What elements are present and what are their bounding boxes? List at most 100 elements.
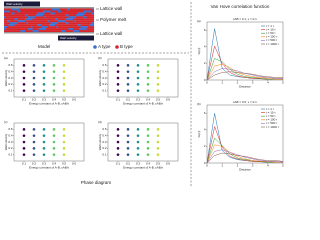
melt-cell — [65, 30, 68, 33]
line — [206, 152, 284, 164]
melt-cell — [38, 24, 41, 27]
lattice-wall — [4, 7, 94, 9]
melt-cell — [64, 8, 66, 11]
figure: Wall velocity Wall velocity Lattice wall… — [2, 1, 284, 187]
melt-cell — [56, 20, 59, 23]
melt-cell — [59, 14, 62, 17]
melt-cell — [35, 8, 38, 11]
melt-cell — [35, 12, 38, 15]
melt-cell — [16, 24, 18, 27]
melt-cell — [76, 14, 78, 17]
line — [206, 149, 284, 164]
velocity-bar — [4, 1, 40, 7]
point — [22, 70, 26, 73]
line — [206, 71, 283, 81]
melt-cell — [7, 12, 9, 15]
melt-cell — [28, 30, 30, 33]
melt-cell — [41, 28, 44, 31]
melt-cell — [41, 12, 44, 15]
melt-cell — [25, 22, 27, 25]
point — [156, 70, 160, 73]
melt-cell — [70, 20, 72, 23]
melt-cell — [40, 16, 42, 19]
melt-cell — [40, 30, 42, 33]
melt-cell — [59, 12, 62, 15]
melt-cell — [49, 12, 51, 15]
melt-cell — [56, 26, 59, 29]
x-tick-label: 2 — [237, 164, 239, 168]
melt-cell — [13, 28, 15, 31]
melt-cell — [70, 22, 72, 25]
melt-cell — [89, 20, 92, 23]
melt-cell — [23, 16, 26, 19]
x-tick-label: 4 — [267, 164, 269, 168]
point — [32, 76, 36, 80]
legend-label: t = 500 τ — [266, 121, 278, 125]
melt-cell — [82, 30, 84, 33]
point — [146, 89, 150, 92]
melt-cell — [65, 8, 68, 11]
melt-cell — [65, 24, 68, 27]
melt-cell — [86, 8, 89, 11]
point — [22, 83, 26, 86]
melt-cell — [85, 28, 87, 31]
melt-cell — [53, 20, 56, 23]
melt-cell — [10, 18, 12, 21]
melt-cell — [83, 26, 86, 29]
melt-cell — [64, 28, 66, 31]
melt-cell — [16, 14, 18, 17]
melt-cell — [4, 10, 6, 13]
melt-cell — [20, 24, 23, 27]
melt-cell — [82, 8, 84, 11]
melt-cell — [26, 26, 29, 29]
melt-cell — [19, 26, 21, 29]
melt-cell — [52, 14, 54, 17]
melt-cell — [28, 28, 30, 31]
legend-marker — [115, 45, 119, 49]
melt-cell — [46, 16, 48, 19]
melt-cell — [40, 20, 42, 23]
point — [136, 134, 140, 137]
melt-cell — [80, 10, 83, 13]
point — [52, 76, 56, 80]
melt-cell — [77, 8, 80, 11]
melt-cell — [55, 14, 57, 17]
melt-cell — [37, 20, 39, 23]
melt-cell — [64, 12, 66, 15]
melt-cell — [76, 20, 78, 23]
melt-cell — [31, 26, 33, 29]
melt-cell — [52, 10, 54, 13]
melt-cell — [7, 16, 9, 19]
melt-cell — [65, 26, 68, 29]
point — [42, 89, 46, 92]
point — [22, 140, 26, 144]
melt-cell — [85, 8, 87, 11]
melt-cell — [67, 30, 69, 33]
melt-cell — [67, 10, 69, 13]
melt-cell — [46, 18, 48, 21]
legend-marker — [93, 45, 97, 49]
melt-cell — [49, 18, 51, 21]
point — [156, 64, 160, 67]
melt-cell — [40, 10, 42, 13]
point — [126, 64, 130, 67]
legend-label: A type — [98, 44, 111, 49]
melt-cell — [76, 18, 78, 21]
melt-cell — [62, 8, 65, 11]
melt-cell — [34, 8, 36, 11]
x-axis-label: Distance — [239, 84, 251, 88]
melt-cell — [47, 16, 50, 19]
melt-cell — [64, 24, 66, 27]
melt-cell — [64, 14, 66, 17]
melt-cell — [29, 10, 32, 13]
melt-cell — [88, 8, 90, 11]
melt-cell — [38, 20, 41, 23]
melt-cell — [80, 12, 83, 15]
melt-cell — [59, 26, 62, 29]
melt-cell — [58, 12, 60, 15]
melt-cell — [20, 30, 23, 33]
melt-cell — [20, 26, 23, 29]
melt-cell — [56, 24, 59, 27]
melt-cell — [92, 28, 95, 31]
point — [62, 89, 66, 92]
